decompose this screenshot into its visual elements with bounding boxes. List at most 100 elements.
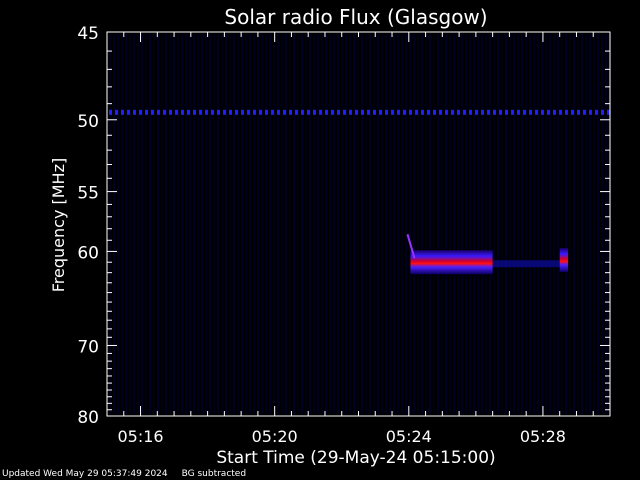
interference-dot — [301, 109, 304, 115]
y-tick-label: 80 — [77, 408, 99, 428]
noise-column — [441, 34, 443, 414]
interference-dot — [505, 109, 508, 115]
noise-column — [421, 34, 423, 414]
interference-dot — [457, 109, 460, 115]
noise-column — [401, 34, 403, 414]
noise-column — [273, 34, 275, 414]
noise-column — [409, 34, 411, 414]
interference-dot — [589, 109, 592, 115]
noise-column — [397, 34, 399, 414]
noise-column — [157, 34, 159, 414]
noise-column — [605, 34, 607, 414]
interference-dot — [439, 109, 442, 115]
noise-column — [489, 34, 491, 414]
x-tick-label: 05:20 — [252, 427, 298, 446]
noise-column — [581, 34, 583, 414]
noise-column — [521, 34, 523, 414]
noise-column — [445, 34, 447, 414]
interference-dot — [121, 109, 124, 115]
updated-timestamp: Updated Wed May 29 05:37:49 2024 — [2, 469, 168, 479]
interference-dot — [547, 109, 550, 115]
interference-dot — [565, 109, 568, 115]
noise-column — [537, 34, 539, 414]
interference-dot — [319, 109, 322, 115]
interference-dot — [217, 109, 220, 115]
noise-column — [109, 34, 111, 414]
noise-column — [405, 34, 407, 414]
interference-dot — [337, 109, 340, 115]
noise-column — [281, 34, 283, 414]
noise-column — [173, 34, 175, 414]
noise-column — [469, 34, 471, 414]
y-tick-label: 70 — [77, 337, 99, 357]
noise-column — [449, 34, 451, 414]
noise-column — [345, 34, 347, 414]
interference-dot — [421, 109, 424, 115]
noise-column — [229, 34, 231, 414]
interference-dot — [163, 109, 166, 115]
interference-dot — [529, 109, 532, 115]
noise-column — [301, 34, 303, 414]
interference-dot — [463, 109, 466, 115]
interference-dot — [403, 109, 406, 115]
noise-column — [357, 34, 359, 414]
noise-column — [185, 34, 187, 414]
noise-column — [453, 34, 455, 414]
noise-column — [241, 34, 243, 414]
interference-dot — [175, 109, 178, 115]
noise-column — [205, 34, 207, 414]
noise-column — [541, 34, 543, 414]
noise-column — [137, 34, 139, 414]
spectrogram-features — [109, 109, 610, 275]
noise-column — [201, 34, 203, 414]
interference-dot — [271, 109, 274, 115]
noise-column — [113, 34, 115, 414]
x-tick-label: 05:28 — [520, 427, 566, 446]
noise-column — [341, 34, 343, 414]
interference-dot — [379, 109, 382, 115]
noise-column — [225, 34, 227, 414]
interference-dot — [277, 109, 280, 115]
noise-column — [197, 34, 199, 414]
interference-dot — [331, 109, 334, 115]
interference-dot — [451, 109, 454, 115]
interference-dot — [169, 109, 172, 115]
burst-band — [410, 250, 493, 275]
noise-column — [133, 34, 135, 414]
interference-dot — [595, 109, 598, 115]
interference-dot — [391, 109, 394, 115]
noise-column — [433, 34, 435, 414]
interference-dot — [223, 109, 226, 115]
chart-title: Solar radio Flux (Glasgow) — [224, 5, 487, 29]
noise-column — [337, 34, 339, 414]
interference-dot — [433, 109, 436, 115]
interference-dot — [235, 109, 238, 115]
noise-column — [305, 34, 307, 414]
interference-dot — [259, 109, 262, 115]
noise-column — [149, 34, 151, 414]
noise-column — [553, 34, 555, 414]
interference-dot — [313, 109, 316, 115]
noise-column — [481, 34, 483, 414]
interference-dot — [361, 109, 364, 115]
noise-column — [549, 34, 551, 414]
noise-column — [497, 34, 499, 414]
interference-dot — [469, 109, 472, 115]
noise-column — [321, 34, 323, 414]
noise-column — [237, 34, 239, 414]
noise-column — [117, 34, 119, 414]
interference-dot — [427, 109, 430, 115]
noise-column — [365, 34, 367, 414]
interference-dot — [355, 109, 358, 115]
noise-column — [457, 34, 459, 414]
interference-dot — [577, 109, 580, 115]
noise-column — [313, 34, 315, 414]
noise-column — [585, 34, 587, 414]
noise-column — [233, 34, 235, 414]
interference-dot — [253, 109, 256, 115]
footer: Updated Wed May 29 05:37:49 2024 BG subtr… — [2, 469, 260, 479]
interference-dot — [487, 109, 490, 115]
burst-tail — [492, 260, 560, 268]
interference-dot — [205, 109, 208, 115]
noise-column — [161, 34, 163, 414]
